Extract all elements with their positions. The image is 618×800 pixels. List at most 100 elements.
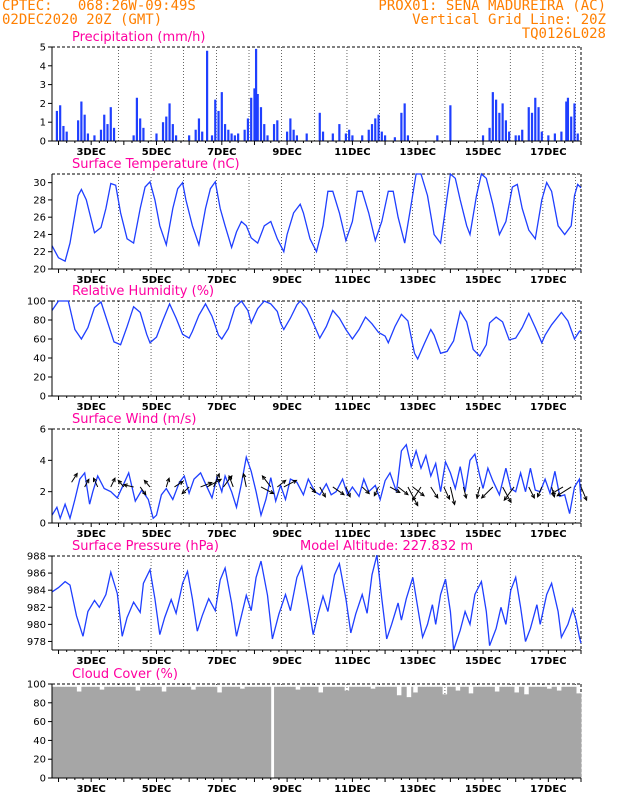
- precip-bar: [377, 114, 380, 141]
- cloud-bar: [264, 686, 267, 778]
- wind-arrow: [110, 477, 116, 488]
- cloud-bar: [303, 686, 306, 778]
- y-tick-label: 1: [40, 118, 46, 129]
- cloud-bar: [66, 686, 69, 778]
- x-tick-label: 5DEC: [142, 147, 171, 158]
- precip-bar: [573, 103, 576, 141]
- x-tick-label: 3DEC: [76, 402, 105, 413]
- cloud-bar: [231, 686, 234, 778]
- cloud-bar: [530, 686, 533, 778]
- cloud-bar: [448, 686, 451, 778]
- cloud-bar: [538, 686, 541, 778]
- precip-bar: [292, 129, 295, 141]
- cloud-bar: [318, 692, 321, 778]
- cloud-bar: [540, 686, 543, 778]
- wind-arrow-head: [373, 491, 378, 497]
- wind-arrow-head: [463, 493, 468, 500]
- precip-bar: [62, 125, 65, 141]
- cloud-bar: [180, 686, 184, 778]
- wind-arrow-head: [420, 491, 425, 497]
- cloud-bar: [347, 690, 350, 778]
- wind-arrow-head: [475, 493, 480, 500]
- y-tick-label: 0: [40, 137, 46, 148]
- wind-arrow-head: [339, 490, 345, 496]
- precip-bar: [331, 133, 334, 141]
- wind-arrow-head: [414, 501, 419, 507]
- cloud-bar: [440, 686, 443, 778]
- cloud-bar: [425, 686, 428, 778]
- cloud-bar: [438, 686, 441, 778]
- cloud-bar: [452, 686, 455, 778]
- cloud-bar: [226, 686, 229, 778]
- cloud-bar: [489, 686, 492, 778]
- cloud-bar: [210, 686, 213, 778]
- cloud-bar: [474, 686, 477, 778]
- precip-bar: [570, 116, 573, 141]
- cloud-bar: [509, 686, 512, 778]
- cloud-bar: [185, 686, 188, 778]
- wind-arrow: [309, 486, 316, 493]
- wind-arrow: [93, 477, 99, 488]
- x-tick-label: 5DEC: [142, 656, 171, 667]
- cloud-bar: [417, 686, 420, 778]
- cloud-bar: [238, 686, 241, 778]
- cloud-bar: [342, 686, 345, 778]
- cloud-bar: [561, 686, 564, 778]
- x-tick-label: 15DEC: [465, 402, 501, 413]
- wind-arrow: [243, 473, 247, 488]
- cloud-bar: [282, 686, 285, 778]
- cloud-bar: [404, 686, 407, 778]
- precip-bar: [521, 129, 524, 141]
- x-tick-label: 13DEC: [400, 529, 436, 540]
- cloud-bar: [576, 693, 579, 778]
- wind-arrow: [580, 486, 588, 501]
- cloud-bar: [437, 686, 440, 778]
- x-tick-label: 17DEC: [530, 275, 566, 286]
- cloud-bar: [132, 686, 135, 778]
- y-tick-label: 6: [40, 425, 46, 436]
- cloud-bar: [166, 686, 169, 778]
- x-tick-label: 11DEC: [334, 656, 370, 667]
- wind-arrow-head: [411, 496, 417, 502]
- wind-arrow: [277, 479, 287, 488]
- cloud-bar: [127, 686, 130, 778]
- cloud-bar: [491, 686, 494, 778]
- cloud-bar: [153, 686, 156, 778]
- x-tick-label: 13DEC: [400, 147, 436, 158]
- cloud-bar: [574, 686, 577, 778]
- x-tick-label: 5DEC: [142, 402, 171, 413]
- cloud-bar: [393, 686, 396, 778]
- cloud-bar: [313, 686, 316, 778]
- wind-arrow: [556, 486, 572, 497]
- wind-arrow-head: [530, 493, 535, 499]
- precip-bar: [99, 129, 103, 141]
- cloud-bar: [220, 692, 223, 778]
- wind-arrow-head: [583, 496, 588, 502]
- wind-arrow-head: [451, 500, 456, 506]
- wind-arrow: [319, 486, 326, 498]
- cloud-bar: [456, 690, 459, 778]
- cloud-bar: [332, 686, 335, 778]
- cloud-bar: [514, 692, 517, 778]
- cloud-bar: [197, 686, 200, 778]
- precip-bar: [55, 110, 58, 141]
- x-tick-label: 15DEC: [465, 147, 501, 158]
- precipitation-panel: 0 1 2 3 4 5 3DEC 5DEC 7DEC 9DEC 11DEC 13DEC 15DEC 17D…: [40, 30, 582, 158]
- precip-bar: [370, 124, 374, 141]
- precip-bar: [403, 103, 406, 141]
- precip-bar: [214, 99, 217, 141]
- cloud-bar: [355, 686, 358, 778]
- cloud-bar: [535, 686, 538, 778]
- wind-arrow: [430, 486, 439, 499]
- cloud-bar: [236, 686, 239, 778]
- cloud-bar: [532, 686, 535, 778]
- cloud-bar: [278, 686, 281, 778]
- cloud-bar: [151, 686, 154, 778]
- header-station-name: PROX01: SENA MADUREIRA (AC): [378, 0, 606, 14]
- cloud-bar: [424, 686, 427, 778]
- precip-bar: [142, 127, 145, 141]
- y-tick-label: 80: [33, 316, 46, 327]
- precip-bar: [374, 118, 377, 141]
- x-tick-label: 17DEC: [530, 147, 566, 158]
- cloud-bar: [298, 689, 301, 778]
